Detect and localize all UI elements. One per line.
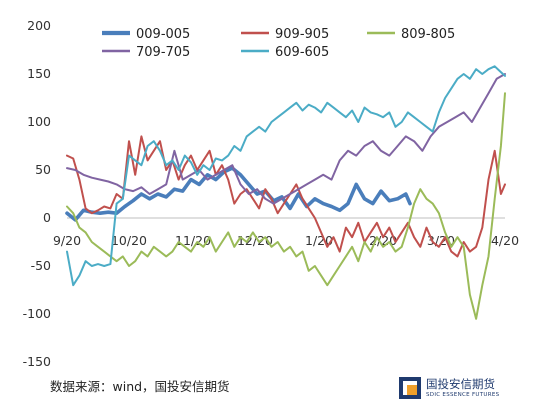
legend: 009-005 909-905 809-805 709-705 609-605 [102,27,455,60]
legend-label-709-705: 709-705 [136,45,190,60]
y-tick-label: -100 [23,306,51,321]
series-line-609-605 [66,65,506,287]
y-axis-ticks: 200 150 100 50 0 -50 -100 -150 [23,18,51,369]
series-lines [65,65,506,320]
y-tick-label: -50 [31,258,51,273]
y-tick-label: 100 [27,114,51,129]
y-tick-label: 150 [27,66,51,81]
series-line-909-905 [66,135,506,258]
series-line-009-005 [65,166,412,222]
y-tick-label: 0 [43,210,51,225]
logo-english-text: SDIC ESSENCE FUTURES [426,392,500,398]
legend-label-609-605: 609-605 [275,45,329,60]
x-tick-label: 12/20 [237,233,273,248]
x-tick-label: 10/20 [111,233,147,248]
company-logo: 国投安信期货 SDIC ESSENCE FUTURES [398,375,518,405]
legend-label-809-805: 809-805 [401,27,455,42]
series-line-709-705 [66,73,506,205]
x-tick-label: 9/20 [53,233,81,248]
sdic-logo-icon [399,377,421,399]
series-line-809-805 [66,92,506,320]
y-tick-label: 50 [35,162,51,177]
x-tick-label: 4/20 [491,233,519,248]
legend-label-909-905: 909-905 [275,27,329,42]
data-source-note: 数据来源：wind，国投安信期货 [50,379,230,394]
y-tick-label: -150 [23,354,51,369]
x-tick-label: 11/20 [175,233,211,248]
y-tick-label: 200 [27,18,51,33]
legend-label-009-005: 009-005 [136,27,190,42]
logo-chinese-text: 国投安信期货 [426,377,495,391]
